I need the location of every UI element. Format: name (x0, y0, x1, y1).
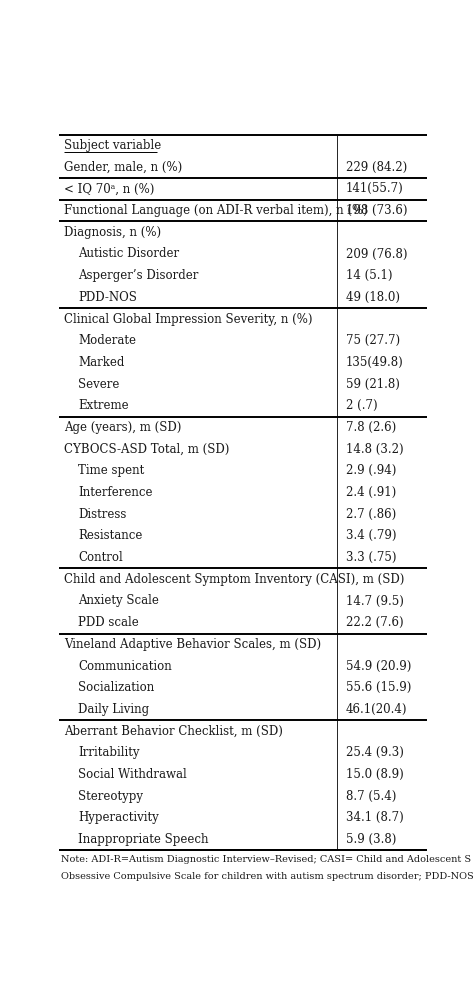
Text: Severe: Severe (78, 377, 120, 390)
Text: Diagnosis, n (%): Diagnosis, n (%) (64, 225, 161, 238)
Text: 8.7 (5.4): 8.7 (5.4) (346, 790, 396, 803)
Text: 49 (18.0): 49 (18.0) (346, 291, 400, 304)
Text: 135(49.8): 135(49.8) (346, 356, 403, 369)
Text: Time spent: Time spent (78, 465, 145, 478)
Text: 14.7 (9.5): 14.7 (9.5) (346, 595, 404, 608)
Text: 22.2 (7.6): 22.2 (7.6) (346, 616, 403, 629)
Text: 55.6 (15.9): 55.6 (15.9) (346, 681, 411, 694)
Text: Child and Adolescent Symptom Inventory (CASI), m (SD): Child and Adolescent Symptom Inventory (… (64, 572, 404, 585)
Text: 59 (21.8): 59 (21.8) (346, 377, 400, 390)
Text: 209 (76.8): 209 (76.8) (346, 247, 407, 261)
Text: Irritability: Irritability (78, 746, 140, 760)
Text: Inappropriate Speech: Inappropriate Speech (78, 833, 209, 846)
Text: 2 (.7): 2 (.7) (346, 399, 377, 412)
Text: 198 (73.6): 198 (73.6) (346, 204, 407, 217)
Text: 2.4 (.91): 2.4 (.91) (346, 486, 396, 499)
Text: 25.4 (9.3): 25.4 (9.3) (346, 746, 404, 760)
Text: 3.3 (.75): 3.3 (.75) (346, 551, 396, 564)
Text: 3.4 (.79): 3.4 (.79) (346, 529, 396, 542)
Text: 2.7 (.86): 2.7 (.86) (346, 508, 396, 521)
Text: Obsessive Compulsive Scale for children with autism spectrum disorder; PDD-NOS=: Obsessive Compulsive Scale for children … (61, 872, 474, 881)
Text: Autistic Disorder: Autistic Disorder (78, 247, 180, 261)
Text: Marked: Marked (78, 356, 125, 369)
Text: Asperger’s Disorder: Asperger’s Disorder (78, 270, 199, 282)
Text: Socialization: Socialization (78, 681, 155, 694)
Text: Anxiety Scale: Anxiety Scale (78, 595, 159, 608)
Text: Moderate: Moderate (78, 334, 137, 347)
Text: Extreme: Extreme (78, 399, 129, 412)
Text: 54.9 (20.9): 54.9 (20.9) (346, 660, 411, 673)
Text: Control: Control (78, 551, 123, 564)
Text: 14 (5.1): 14 (5.1) (346, 270, 392, 282)
Text: Stereotypy: Stereotypy (78, 790, 143, 803)
Text: PDD-NOS: PDD-NOS (78, 291, 137, 304)
Text: Gender, male, n (%): Gender, male, n (%) (64, 161, 182, 174)
Text: 14.8 (3.2): 14.8 (3.2) (346, 443, 403, 456)
Text: Functional Language (on ADI-R verbal item), n (%): Functional Language (on ADI-R verbal ite… (64, 204, 367, 217)
Text: Aberrant Behavior Checklist, m (SD): Aberrant Behavior Checklist, m (SD) (64, 724, 283, 737)
Text: Communication: Communication (78, 660, 172, 673)
Text: Social Withdrawal: Social Withdrawal (78, 768, 187, 781)
Text: 46.1(20.4): 46.1(20.4) (346, 703, 407, 716)
Text: Resistance: Resistance (78, 529, 143, 542)
Text: 34.1 (8.7): 34.1 (8.7) (346, 812, 403, 824)
Text: Interference: Interference (78, 486, 153, 499)
Text: Daily Living: Daily Living (78, 703, 149, 716)
Text: Note: ADI-R=Autism Diagnostic Interview–Revised; CASI= Child and Adolescent S: Note: ADI-R=Autism Diagnostic Interview–… (61, 855, 471, 864)
Text: 15.0 (8.9): 15.0 (8.9) (346, 768, 403, 781)
Text: 2.9 (.94): 2.9 (.94) (346, 465, 396, 478)
Text: CYBOCS-ASD Total, m (SD): CYBOCS-ASD Total, m (SD) (64, 443, 229, 456)
Text: Distress: Distress (78, 508, 127, 521)
Text: 5.9 (3.8): 5.9 (3.8) (346, 833, 396, 846)
Text: Hyperactivity: Hyperactivity (78, 812, 159, 824)
Text: Vineland Adaptive Behavior Scales, m (SD): Vineland Adaptive Behavior Scales, m (SD… (64, 638, 321, 651)
Text: Age (years), m (SD): Age (years), m (SD) (64, 421, 181, 434)
Text: < IQ 70ᵃ, n (%): < IQ 70ᵃ, n (%) (64, 182, 154, 195)
Text: Clinical Global Impression Severity, n (%): Clinical Global Impression Severity, n (… (64, 313, 312, 326)
Text: 229 (84.2): 229 (84.2) (346, 161, 407, 174)
Text: Subject variable: Subject variable (64, 139, 161, 152)
Text: 141(55.7): 141(55.7) (346, 182, 403, 195)
Text: 75 (27.7): 75 (27.7) (346, 334, 400, 347)
Text: PDD scale: PDD scale (78, 616, 139, 629)
Text: 7.8 (2.6): 7.8 (2.6) (346, 421, 396, 434)
